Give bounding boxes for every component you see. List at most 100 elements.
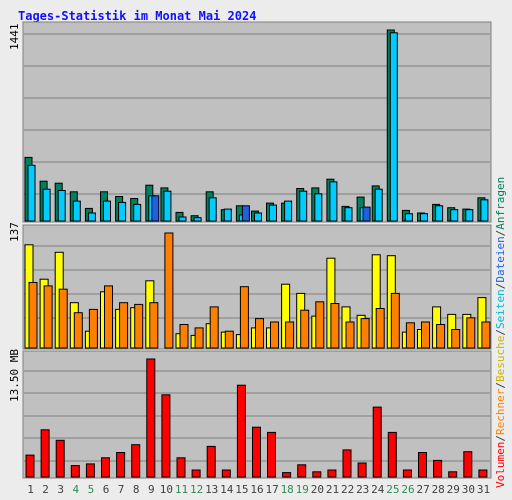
day-label: 4 xyxy=(72,483,79,496)
bar-volumen xyxy=(252,426,261,478)
legend-besuche: Besuche xyxy=(494,336,507,382)
bar-volumen xyxy=(55,439,65,478)
bar-dateien xyxy=(133,203,142,222)
bar-dateien xyxy=(254,212,262,222)
day-labels: 1 2 3 4 5 6 7 8 9 10 11 12 13 14 15 16 17 18 19 20 21 22 23 24 2… xyxy=(27,483,490,496)
bar-dateien xyxy=(284,200,293,222)
bar-dateien xyxy=(193,217,202,222)
day-label: 29 xyxy=(447,483,460,496)
day-label: 6 xyxy=(103,483,110,496)
bar-rechner xyxy=(466,317,476,349)
day-label: 22 xyxy=(341,483,354,496)
requests-panel xyxy=(22,21,492,223)
bar-rechner xyxy=(285,321,295,349)
bar-volumen xyxy=(357,462,367,478)
bar-rechner xyxy=(179,324,189,349)
bar-dateien xyxy=(163,190,172,222)
day-label: 31 xyxy=(477,483,490,496)
bar-rechner xyxy=(300,309,310,349)
bar-dateien xyxy=(42,188,51,222)
bar-volumen xyxy=(402,469,412,478)
bar-rechner xyxy=(164,232,174,349)
bar-rechner xyxy=(405,322,415,349)
bar-volumen xyxy=(146,358,156,478)
legend-dateien: Dateien xyxy=(494,236,507,282)
bar-rechner xyxy=(255,318,264,349)
bar-volumen xyxy=(85,463,95,478)
bar-dateien xyxy=(329,181,338,222)
bar-dateien xyxy=(118,201,127,222)
bar-rechner xyxy=(375,308,385,349)
bar-dateien xyxy=(480,199,489,222)
bar-dateien xyxy=(72,200,81,222)
bar-rechner xyxy=(209,306,219,349)
bar-rechner xyxy=(43,285,53,349)
day-label: 21 xyxy=(326,483,339,496)
bar-rechner xyxy=(224,330,234,349)
legend-separator: / xyxy=(494,382,507,389)
day-label: 25 xyxy=(386,483,399,496)
legend-volumen: Volumen xyxy=(494,442,507,488)
bar-dateien xyxy=(374,188,383,222)
bar-rechner xyxy=(119,302,129,349)
bar-rechner xyxy=(451,329,461,349)
bar-volumen xyxy=(176,457,186,478)
bar-volumen xyxy=(131,444,141,478)
bar-dateien xyxy=(87,212,96,222)
bar-dateien xyxy=(314,193,323,222)
top-axis-max-label: 1441 xyxy=(8,24,21,51)
bar-volumen xyxy=(101,457,110,478)
bar-volumen xyxy=(206,445,216,478)
bar-volumen xyxy=(40,429,50,478)
day-label: 18 xyxy=(281,483,294,496)
bottom-axis-max-label: 13.50 MB xyxy=(8,349,21,402)
bar-dateien xyxy=(178,216,187,222)
day-label: 16 xyxy=(250,483,263,496)
day-label: 24 xyxy=(371,483,385,496)
legend-separator: / xyxy=(494,329,507,336)
bar-volumen xyxy=(191,469,201,478)
bar-volumen xyxy=(418,452,427,478)
bar-rechner xyxy=(28,282,38,349)
chart-title: Tages-Statistik im Monat Mai 2024 xyxy=(18,9,256,23)
bar-volumen xyxy=(387,431,397,478)
day-label: 17 xyxy=(265,483,278,496)
bar-dateien xyxy=(103,200,111,222)
bar-rechner xyxy=(270,321,279,349)
bar-volumen xyxy=(282,472,292,478)
bar-dateien xyxy=(27,164,36,222)
bar-dateien xyxy=(465,209,474,222)
day-label: 12 xyxy=(190,483,203,496)
day-label: 28 xyxy=(432,483,445,496)
bar-seiten xyxy=(241,205,250,222)
legend-separator: / xyxy=(494,435,507,442)
day-label: 13 xyxy=(205,483,218,496)
bar-volumen xyxy=(433,459,443,478)
day-label: 26 xyxy=(401,483,414,496)
bar-volumen xyxy=(236,384,246,478)
bar-rechner xyxy=(88,308,98,349)
bar-dateien xyxy=(389,32,398,222)
bar-rechner xyxy=(421,321,430,349)
bar-dateien xyxy=(269,204,277,222)
legend-anfragen: Anfragen xyxy=(494,177,507,230)
day-label: 9 xyxy=(148,483,155,496)
bar-volumen xyxy=(25,454,35,478)
bar-volumen xyxy=(297,464,307,478)
bar-rechner xyxy=(481,321,491,349)
bar-rechner xyxy=(104,285,113,349)
legend-rechner: Rechner xyxy=(494,388,507,435)
bar-volumen xyxy=(372,406,382,478)
middle-axis-max-label: 137 xyxy=(8,222,21,242)
day-label: 2 xyxy=(42,483,49,496)
bar-volumen xyxy=(70,465,80,478)
bar-volumen xyxy=(342,449,352,478)
bar-volumen xyxy=(478,469,488,478)
bar-rechner xyxy=(345,321,355,349)
bar-volumen xyxy=(116,452,126,478)
day-label: 11 xyxy=(175,483,188,496)
bar-rechner xyxy=(239,286,249,349)
day-label: 20 xyxy=(311,483,324,496)
